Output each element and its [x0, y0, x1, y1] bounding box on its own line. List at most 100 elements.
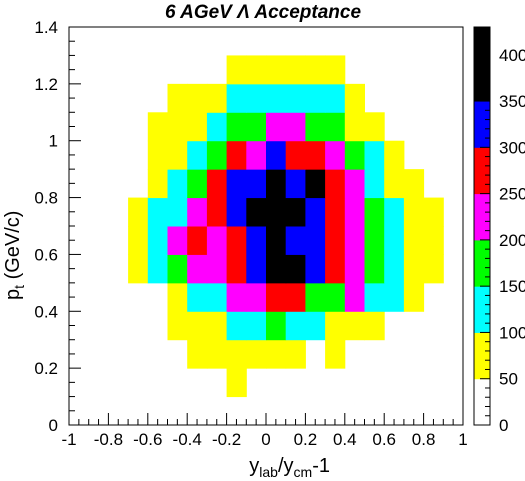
x-tick-label: 0.4: [333, 430, 357, 449]
y-tick-label: 0.4: [34, 302, 58, 321]
heatmap-cell: [285, 55, 306, 85]
heatmap-cell: [226, 83, 247, 113]
heatmap-cell: [128, 254, 149, 284]
heatmap-cell: [206, 169, 228, 199]
x-tick-label: 0.2: [294, 430, 318, 449]
heatmap-cell: [206, 112, 228, 142]
heatmap-cell: [266, 282, 287, 312]
heatmap-cell: [266, 254, 287, 284]
heatmap-cell: [364, 226, 385, 255]
heatmap-cell: [325, 339, 346, 369]
heatmap-cell: [364, 282, 385, 312]
heatmap-cell: [384, 140, 405, 170]
x-tick-label: -0.6: [133, 430, 162, 449]
heatmap-cell: [305, 254, 326, 284]
color-scale-label: 300: [499, 138, 525, 157]
heatmap-cell: [226, 339, 247, 369]
heatmap-cell: [266, 83, 287, 113]
color-scale-label: 0: [499, 416, 508, 435]
heatmap-cell: [325, 282, 346, 312]
y-tick-label: 1.2: [34, 75, 58, 94]
heatmap-cell: [305, 311, 326, 341]
heatmap-cell: [206, 197, 228, 227]
color-scale-swatch: [474, 286, 490, 333]
heatmap-cell: [246, 169, 267, 199]
color-scale-swatch: [474, 239, 490, 287]
heatmap-cell: [147, 140, 168, 170]
heatmap-cell: [325, 197, 346, 227]
heatmap-cell: [266, 226, 287, 255]
heatmap-cell: [246, 226, 267, 255]
x-tick-label: -0.8: [94, 430, 123, 449]
heatmap-cell: [226, 140, 247, 170]
heatmap-cell: [344, 112, 365, 142]
chart-title: 6 AGeV Λ Acceptance: [165, 2, 362, 23]
heatmap-cell: [147, 197, 168, 227]
heatmap-cell: [187, 169, 208, 199]
heatmap-cell: [147, 169, 168, 199]
heatmap-cell: [266, 140, 287, 170]
heatmap-cell: [226, 226, 247, 255]
heatmap-cell: [384, 282, 405, 312]
color-scale-label: 350: [499, 92, 525, 111]
heatmap-cell: [325, 83, 346, 113]
heatmap-cell: [226, 368, 247, 398]
heatmap-cell: [226, 254, 247, 284]
heatmap-cell: [344, 311, 365, 341]
y-tick-label: 0.6: [34, 245, 58, 264]
heatmap-cell: [344, 226, 365, 255]
heatmap-cell: [187, 339, 208, 369]
heatmap-cell: [325, 140, 346, 170]
heatmap-cell: [206, 83, 228, 113]
heatmap-cell: [285, 169, 306, 199]
color-scale-swatch: [474, 147, 490, 195]
heatmap-cell: [266, 55, 287, 85]
heatmap-cell: [364, 254, 385, 284]
heatmap-cell: [285, 83, 306, 113]
y-axis-label: pt (GeV/c): [2, 211, 27, 300]
heatmap-cell: [167, 169, 188, 199]
heatmap-cell: [167, 226, 188, 255]
heatmap-cell: [364, 112, 385, 142]
heatmap-cell: [167, 197, 188, 227]
heatmap-cell: [187, 282, 208, 312]
heatmap-cell: [147, 226, 168, 255]
heatmap-cell: [364, 140, 385, 170]
heatmap-cell: [266, 112, 287, 142]
y-tick-label: 1: [49, 132, 58, 151]
heatmap-cell: [384, 197, 405, 227]
heatmap-cell: [226, 55, 247, 85]
color-scale-swatch: [474, 378, 490, 426]
heatmap-cell: [285, 282, 306, 312]
heatmap-cell: [266, 197, 287, 227]
x-tick-label: 0.6: [372, 430, 396, 449]
heatmap-cell: [206, 311, 228, 341]
heatmap-cell: [147, 254, 168, 284]
heatmap-cell: [206, 140, 228, 170]
heatmap-cell: [325, 311, 346, 341]
heatmap-cell: [246, 282, 267, 312]
heatmap-cell: [167, 83, 188, 113]
x-tick-label: 1: [458, 430, 467, 449]
color-scale-labels: 0 50 100 150 200 250 300 350 400: [499, 46, 525, 435]
heatmap-cell: [384, 169, 405, 199]
heatmap-cell: [285, 140, 306, 170]
heatmap-cell: [226, 282, 247, 312]
x-tick-label: -0.2: [212, 430, 241, 449]
heatmap-cell: [206, 226, 228, 255]
color-scale-swatch: [474, 101, 490, 148]
color-scale-bar: [473, 26, 491, 426]
x-tick-label: 0: [261, 430, 270, 449]
color-scale-swatch: [474, 332, 490, 380]
heatmap-cell: [206, 339, 228, 369]
heatmap-cell: [187, 112, 208, 142]
heatmap-cell: [305, 140, 326, 170]
color-scale-label: 400: [499, 46, 525, 65]
axis-ticks: [68, 26, 464, 426]
heatmap-cell: [246, 140, 267, 170]
heatmap-cell: [403, 197, 425, 227]
heatmap-cell: [226, 311, 247, 341]
color-scale-label: 50: [499, 370, 518, 389]
heatmap-cell: [266, 339, 287, 369]
